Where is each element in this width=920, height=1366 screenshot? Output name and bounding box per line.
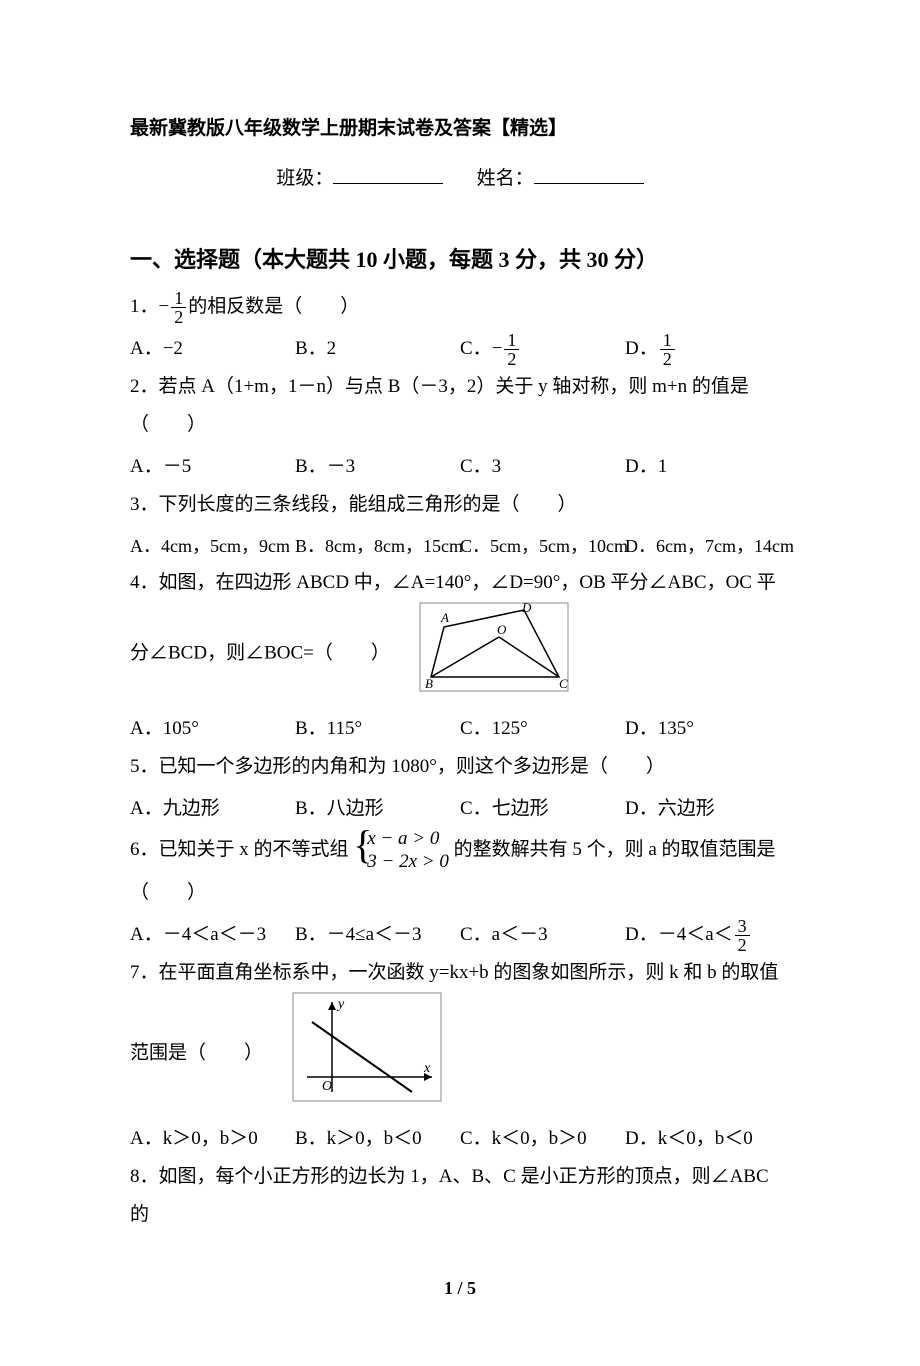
q6-opt-a: A．－4＜a＜－3 (130, 916, 295, 954)
question-5: 5．已知一个多边形的内角和为 1080°，则这个多边形是（ ） (130, 748, 790, 786)
question-8: 8．如图，每个小正方形的边长为 1，A、B、C 是小正方形的顶点，则∠ABC 的 (130, 1158, 790, 1234)
q3-opt-d: D．6cm，7cm，14cm (625, 528, 790, 564)
q2-opt-a: A．－5 (130, 448, 295, 486)
q6-opt-b: B．－4≤a＜－3 (295, 916, 460, 954)
svg-text:D: D (521, 602, 532, 615)
question-1: 1．−12的相反数是（ ） (130, 288, 790, 326)
svg-text:C: C (559, 676, 568, 691)
question-7: 7．在平面直角坐标系中，一次函数 y=kx+b 的图象如图所示，则 k 和 b … (130, 954, 790, 1116)
q7-opt-c: C．k＜0，b＞0 (460, 1120, 625, 1158)
q5-opt-a: A．九边形 (130, 790, 295, 828)
svg-text:y: y (336, 997, 345, 1012)
linear-graph-icon: O x y (292, 992, 442, 1102)
q2-opt-d: D．1 (625, 448, 790, 486)
q3-opt-c: C．5cm，5cm，10cm (460, 528, 625, 564)
section-1-title: 一、选择题（本大题共 10 小题，每题 3 分，共 30 分） (130, 238, 790, 282)
q4-opt-d: D．135° (625, 710, 790, 748)
q7-opt-b: B．k＞0，b＜0 (295, 1120, 460, 1158)
q1-frac: 12 (171, 289, 186, 326)
svg-text:A: A (440, 610, 449, 625)
svg-text:x: x (423, 1061, 431, 1076)
q6-options: A．－4＜a＜－3 B．－4≤a＜－3 C．a＜－3 D．－4＜a＜32 (130, 916, 790, 954)
q2-options: A．－5 B．－3 C．3 D．1 (130, 448, 790, 486)
q3-opt-b: B．8cm，8cm，15cm (295, 528, 460, 564)
q7-stem: 7．在平面直角坐标系中，一次函数 y=kx+b 的图象如图所示，则 k 和 b … (130, 962, 778, 1063)
q1-opt-b: B．2 (295, 330, 460, 368)
q5-opt-b: B．八边形 (295, 790, 460, 828)
q2-opt-c: C．3 (460, 448, 625, 486)
q5-options: A．九边形 B．八边形 C．七边形 D．六边形 (130, 790, 790, 828)
page: 最新冀教版八年级数学上册期末试卷及答案【精选】 班级： 姓名： 一、选择题（本大… (0, 0, 920, 1366)
doc-title: 最新冀教版八年级数学上册期末试卷及答案【精选】 (130, 110, 790, 148)
page-footer: 1 / 5 (130, 1270, 790, 1306)
q4-opt-c: C．125° (460, 710, 625, 748)
q7-opt-a: A．k＞0，b＞0 (130, 1120, 295, 1158)
q5-opt-d: D．六边形 (625, 790, 790, 828)
svg-text:O: O (497, 622, 507, 637)
q3-opt-a: A．4cm，5cm，9cm (130, 528, 295, 564)
student-info: 班级： 姓名： (130, 160, 790, 198)
q6-stem-a: 6．已知关于 x 的不等式组 (130, 840, 349, 861)
q1-opt-c: C．−12 (460, 330, 625, 368)
question-4: 4．如图，在四边形 ABCD 中，∠A=140°，∠D=90°，OB 平分∠AB… (130, 564, 790, 706)
q3-options: A．4cm，5cm，9cm B．8cm，8cm，15cm C．5cm，5cm，1… (130, 528, 790, 564)
brace-icon: { (353, 825, 372, 877)
class-blank (333, 164, 443, 184)
question-2: 2．若点 A（1+m，1－n）与点 B（－3，2）关于 y 轴对称，则 m+n … (130, 368, 790, 444)
q1-stem-a: 1． (130, 296, 159, 317)
svg-text:B: B (425, 676, 433, 691)
q2-opt-b: B．－3 (295, 448, 460, 486)
q4-figure: A D B C O (419, 602, 569, 706)
q7-options: A．k＞0，b＞0 B．k＞0，b＜0 C．k＜0，b＞0 D．k＜0，b＜0 (130, 1120, 790, 1158)
q4-options: A．105° B．115° C．125° D．135° (130, 710, 790, 748)
question-3: 3．下列长度的三条线段，能组成三角形的是（ ） (130, 486, 790, 524)
q7-opt-d: D．k＜0，b＜0 (625, 1120, 790, 1158)
q6-system: { x − a > 0 3 − 2x > 0 (353, 828, 449, 874)
q1-options: A．−2 B．2 C．−12 D．12 (130, 330, 790, 368)
question-6: 6．已知关于 x 的不等式组 { x − a > 0 3 − 2x > 0 的整… (130, 828, 790, 912)
q6-opt-d: D．－4＜a＜32 (625, 916, 790, 954)
q4-opt-a: A．105° (130, 710, 295, 748)
q1-neg: − (159, 296, 170, 317)
q1-opt-a: A．−2 (130, 330, 295, 368)
name-blank (534, 164, 644, 184)
q1-opt-d: D．12 (625, 330, 790, 368)
quadrilateral-icon: A D B C O (419, 602, 569, 692)
q4-opt-b: B．115° (295, 710, 460, 748)
q6-opt-c: C．a＜－3 (460, 916, 625, 954)
q7-figure: O x y (292, 992, 442, 1116)
svg-text:O: O (322, 1079, 332, 1094)
q5-opt-c: C．七边形 (460, 790, 625, 828)
name-label: 姓名： (477, 168, 534, 189)
q1-stem-b: 的相反数是（ ） (188, 296, 359, 317)
class-label: 班级： (276, 168, 333, 189)
